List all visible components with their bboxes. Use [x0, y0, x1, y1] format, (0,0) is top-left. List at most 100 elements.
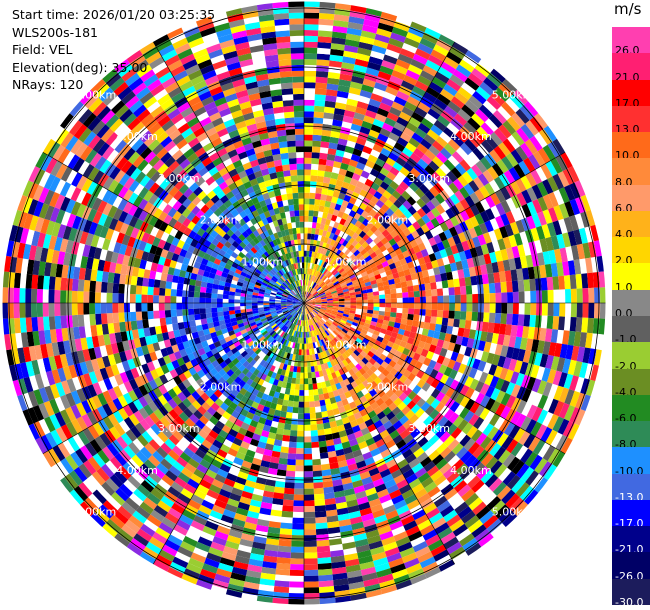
- velocity-gate: [371, 44, 387, 55]
- velocity-gate: [262, 424, 271, 432]
- velocity-gate: [469, 378, 480, 390]
- velocity-gate: [454, 303, 461, 312]
- velocity-gate: [304, 24, 319, 31]
- velocity-gate: [307, 227, 312, 234]
- velocity-gate: [472, 130, 486, 144]
- velocity-gate: [128, 378, 139, 390]
- velocity-gate: [502, 120, 517, 135]
- velocity-gate: [332, 254, 339, 261]
- velocity-gate: [325, 292, 332, 296]
- velocity-gate: [314, 295, 320, 299]
- velocity-gate: [50, 160, 63, 177]
- velocity-gate: [338, 332, 345, 338]
- velocity-gate: [269, 515, 282, 523]
- velocity-gate: [470, 275, 478, 286]
- velocity-gate: [288, 328, 293, 335]
- velocity-gate: [323, 331, 328, 338]
- velocity-gate: [394, 260, 402, 268]
- velocity-gate: [256, 371, 264, 379]
- velocity-gate: [182, 378, 192, 389]
- velocity-gate: [92, 453, 106, 468]
- velocity-gate: [177, 342, 185, 351]
- velocity-gate: [48, 316, 56, 330]
- velocity-gate: [333, 437, 342, 445]
- velocity-gate: [158, 211, 168, 222]
- velocity-gate: [298, 303, 304, 305]
- velocity-gate: [448, 226, 458, 237]
- velocity-gate: [424, 283, 432, 291]
- velocity-gate: [466, 167, 478, 181]
- velocity-gate: [262, 406, 270, 414]
- velocity-gate: [232, 518, 246, 528]
- velocity-gate: [354, 538, 369, 548]
- velocity-gate: [489, 342, 498, 355]
- velocity-gate: [520, 416, 532, 431]
- velocity-gate: [434, 402, 445, 413]
- velocity-gate: [326, 297, 333, 300]
- velocity-gate: [183, 321, 191, 329]
- velocity-gate: [308, 295, 313, 300]
- velocity-gate: [334, 108, 346, 116]
- velocity-gate: [156, 263, 164, 273]
- velocity-gate: [374, 350, 382, 358]
- velocity-gate: [431, 517, 447, 530]
- velocity-gate: [291, 354, 296, 361]
- velocity-gate: [218, 319, 226, 326]
- velocity-gate: [475, 505, 491, 520]
- velocity-gate: [251, 300, 258, 303]
- velocity-gate: [314, 193, 322, 200]
- velocity-gate: [342, 315, 349, 320]
- velocity-gate: [330, 555, 345, 563]
- velocity-gate: [437, 416, 449, 428]
- velocity-gate: [336, 266, 343, 272]
- velocity-gate: [279, 362, 285, 370]
- velocity-gate: [259, 286, 266, 291]
- velocity-gate: [27, 198, 39, 216]
- velocity-gate: [193, 337, 201, 345]
- velocity-gate: [278, 392, 285, 400]
- velocity-gate: [165, 317, 173, 325]
- velocity-gate: [143, 327, 151, 337]
- velocity-gate: [51, 369, 61, 384]
- velocity-gate: [267, 370, 274, 378]
- velocity-gate: [298, 314, 301, 320]
- velocity-gate: [275, 433, 284, 441]
- velocity-gate: [113, 273, 121, 284]
- velocity-gate: [291, 310, 296, 316]
- velocity-gate: [216, 356, 225, 365]
- velocity-gate: [599, 287, 607, 303]
- velocity-gate: [279, 410, 287, 418]
- velocity-gate: [159, 280, 167, 289]
- velocity-gate: [431, 76, 447, 89]
- velocity-gate: [414, 488, 428, 500]
- velocity-gate: [310, 233, 315, 240]
- velocity-gate: [295, 307, 301, 312]
- velocity-gate: [159, 416, 171, 428]
- velocity-gate: [357, 265, 365, 272]
- velocity-gate: [472, 90, 487, 105]
- velocity-gate: [459, 407, 470, 420]
- velocity-gate: [546, 315, 554, 330]
- velocity-gate: [339, 132, 350, 141]
- velocity-gate: [358, 360, 366, 368]
- velocity-gate: [528, 241, 537, 255]
- velocity-gate: [213, 278, 220, 285]
- velocity-gate: [283, 310, 289, 315]
- velocity-gate: [306, 343, 309, 350]
- velocity-gate: [125, 369, 135, 381]
- velocity-gate: [569, 198, 581, 216]
- velocity-gate: [333, 303, 339, 305]
- velocity-gate: [267, 467, 278, 476]
- velocity-gate: [425, 296, 432, 303]
- velocity-gate: [207, 277, 215, 284]
- velocity-gate: [495, 292, 502, 303]
- velocity-gate: [133, 533, 149, 547]
- velocity-gate: [388, 359, 397, 368]
- velocity-gate: [170, 296, 177, 303]
- velocity-gate: [476, 466, 490, 480]
- velocity-gate: [468, 497, 483, 511]
- velocity-gate: [367, 535, 382, 545]
- velocity-gate: [366, 229, 374, 238]
- velocity-gate: [304, 506, 315, 513]
- velocity-gate: [458, 319, 466, 329]
